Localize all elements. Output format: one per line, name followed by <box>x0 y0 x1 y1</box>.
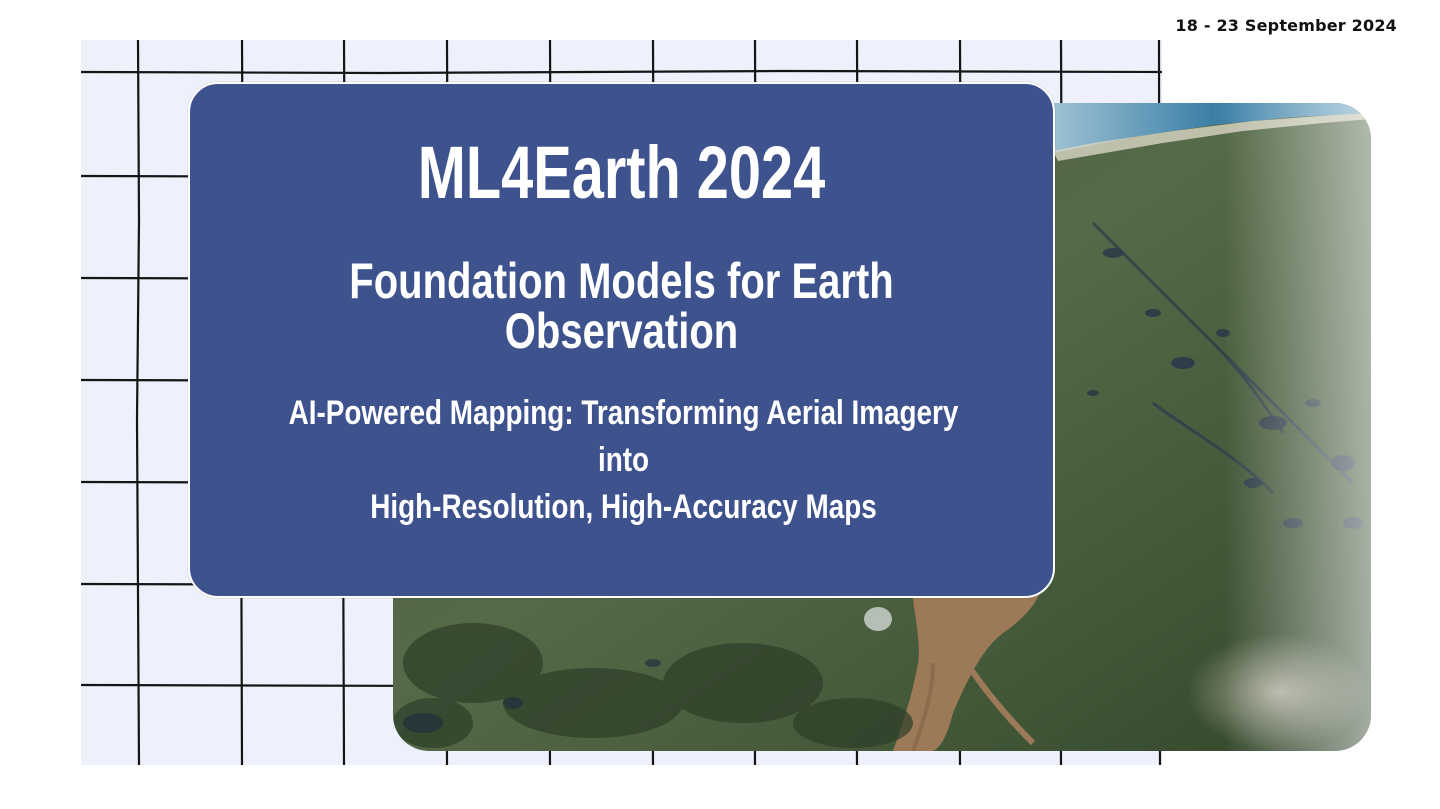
talk-title: AI-Powered Mapping: Transforming Aerial … <box>276 390 971 531</box>
event-subtitle: Foundation Models for Earth Observation <box>349 253 894 359</box>
event-date: 18 - 23 September 2024 <box>1175 16 1397 35</box>
title-card: ML4Earth 2024 Foundation Models for Eart… <box>188 82 1055 598</box>
talk-title-line-2: High-Resolution, High-Accuracy Maps <box>370 488 877 526</box>
talk-title-line-1: AI-Powered Mapping: Transforming Aerial … <box>288 394 959 479</box>
event-title: ML4Earth 2024 <box>417 131 826 214</box>
